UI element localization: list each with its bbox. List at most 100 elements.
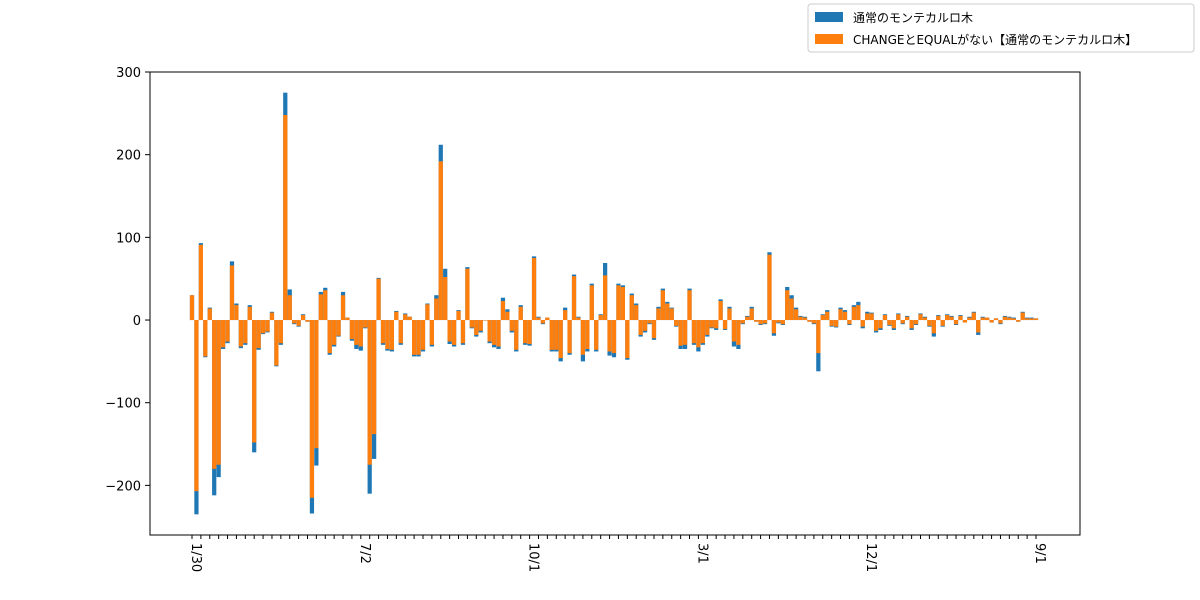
bar-series2 [545,317,550,321]
bar-series2 [771,320,777,334]
bar-series2 [336,320,341,336]
bar-series2 [460,320,466,344]
bar-series2 [651,320,657,339]
bar-series2 [540,320,546,324]
bar-series2 [425,304,430,321]
bar-series2 [465,268,470,321]
bar-series2 [789,298,794,321]
bar-series2 [589,285,594,321]
bar-series2 [794,309,799,321]
bar-series2 [323,290,328,321]
bar-series2 [807,320,812,322]
bar-series2 [349,320,355,340]
bar-series2 [767,254,772,321]
bar-series2 [194,320,199,492]
bar-series2 [500,301,506,321]
bar-series2 [580,320,586,355]
bar-series2 [647,320,652,324]
bar-series2 [394,311,399,321]
bar-series2 [611,320,617,354]
bar-series2 [585,320,590,349]
bar-series2 [714,320,719,329]
bar-series2 [576,317,581,321]
bar-series2 [754,320,759,322]
bar-series2 [287,295,292,321]
legend-swatch-series2 [815,34,843,44]
bar-series2 [407,316,412,321]
bar-series2 [247,306,252,321]
y-tick-label: 0 [133,314,141,329]
bar-series2 [340,295,346,321]
bar-series2 [780,320,785,325]
bar-series2 [372,320,377,435]
bar-series2 [345,317,350,321]
bar-series2 [878,320,883,329]
legend: 通常のモンテカルロ木 CHANGEとEQUALがない【通常のモンテカルロ木】 [807,3,1195,53]
bar-series2 [594,320,599,350]
bar-series2 [189,295,195,321]
bar-series2 [762,320,768,324]
bar-series2 [527,320,532,345]
bar-series2 [896,314,901,321]
bar-series2 [718,301,723,321]
x-tick-label: 10/1 [526,543,541,572]
bar-series2 [1025,318,1030,321]
bar-series2 [1002,316,1008,321]
bar-series2 [598,315,603,321]
bar-series2 [571,276,577,321]
bar-series2 [398,320,403,344]
x-tick-label: 12/1 [863,543,878,572]
bar-series2 [314,320,319,449]
bar-series2 [474,320,479,335]
bar-series2 [1011,318,1016,321]
bar-series2 [487,320,492,342]
x-tick-label: 7/2 [357,543,372,564]
bar-series2 [887,320,892,325]
bar-series2 [740,320,745,324]
bar-series2 [243,320,248,344]
bar-series2 [269,312,275,321]
bar-series2 [722,320,728,330]
bar-series2 [296,320,301,326]
bar-series2 [567,320,572,354]
bar-series2 [665,303,670,321]
bar-series2 [514,320,519,350]
y-tick-label: 300 [116,66,141,81]
bar-series2 [945,315,950,321]
bar-series2 [834,320,839,327]
bar-series2 [967,317,972,321]
bar-series2 [865,313,870,321]
bar-series2 [687,290,692,321]
bar-series2 [625,320,630,359]
bar-series2 [776,320,781,323]
bar-series2 [642,320,648,331]
bar-series2 [869,313,874,321]
bar-series2 [731,320,737,342]
bar-series2 [225,320,230,342]
bar-series2 [212,320,217,469]
bar-series2 [745,316,750,321]
bar-series2 [736,320,741,345]
bar-series2 [905,316,910,321]
bar-series2 [509,320,514,331]
bar-series2 [554,320,559,350]
bar-series2 [700,320,705,344]
bar-series2 [531,258,537,321]
bar-series2 [931,320,936,334]
bar-series2 [429,320,434,345]
y-axis: −200 −100 0 100 200 300 [105,66,150,494]
bar-series2 [558,320,563,359]
bar-series2 [309,320,315,498]
bar-series2 [696,320,701,348]
bar-series2 [403,314,408,321]
bar-series2 [727,308,732,321]
x-tick-label: 1/30 [188,543,203,572]
bars-group [189,92,1039,515]
bar-series2 [962,320,968,323]
bar-series2 [385,320,390,349]
bar-series2 [758,320,763,325]
bar-series2 [616,285,621,321]
bar-series2 [252,320,257,443]
